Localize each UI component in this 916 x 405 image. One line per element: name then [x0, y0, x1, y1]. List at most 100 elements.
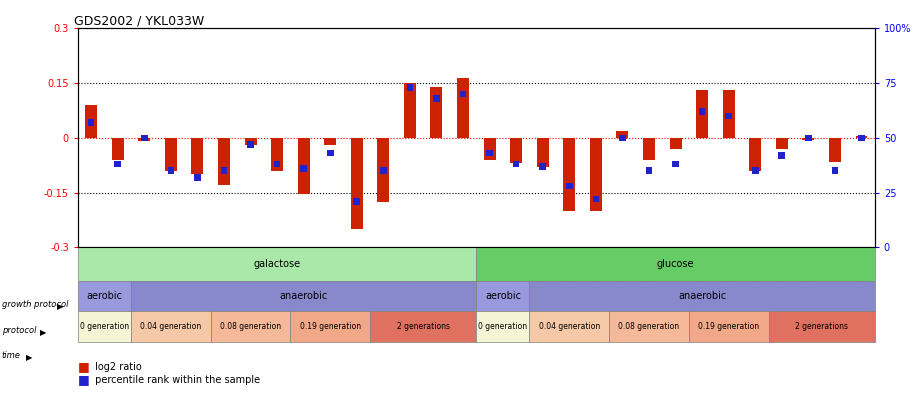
Bar	[433, 95, 440, 102]
Text: anaerobic: anaerobic	[678, 291, 726, 301]
Text: aerobic: aerobic	[86, 291, 123, 301]
Bar	[616, 130, 628, 138]
Bar	[776, 138, 788, 149]
Bar	[194, 174, 201, 181]
Bar	[566, 183, 572, 189]
Bar	[370, 311, 476, 342]
Bar	[274, 161, 280, 167]
Bar	[211, 311, 290, 342]
Text: 0.04 generation: 0.04 generation	[539, 322, 600, 331]
Bar	[832, 167, 838, 174]
Text: log2 ratio: log2 ratio	[92, 362, 141, 371]
Bar	[298, 138, 310, 194]
Bar	[689, 311, 769, 342]
Bar	[609, 311, 689, 342]
Bar	[725, 113, 732, 119]
Text: galactose: galactose	[254, 259, 300, 269]
Text: glucose: glucose	[657, 259, 694, 269]
Bar	[696, 90, 708, 138]
Bar	[619, 134, 626, 141]
Bar	[377, 138, 389, 202]
Text: 0 generation: 0 generation	[478, 322, 528, 331]
Text: time: time	[2, 351, 21, 360]
Bar	[245, 138, 256, 145]
Text: 2 generations: 2 generations	[795, 322, 848, 331]
Bar	[529, 311, 609, 342]
Text: ■: ■	[78, 360, 90, 373]
Bar	[165, 138, 177, 171]
Text: anaerobic: anaerobic	[279, 291, 328, 301]
Bar	[646, 167, 652, 174]
Bar	[354, 198, 360, 205]
Bar	[779, 152, 785, 159]
Bar	[563, 138, 575, 211]
Bar	[327, 150, 333, 156]
Bar	[752, 167, 758, 174]
Bar	[802, 138, 814, 140]
Bar	[131, 281, 476, 311]
Text: 0 generation: 0 generation	[80, 322, 129, 331]
Bar	[407, 84, 413, 91]
Bar	[138, 138, 150, 141]
Bar	[290, 311, 370, 342]
Bar	[699, 108, 705, 115]
Bar	[486, 150, 493, 156]
Bar	[300, 165, 307, 172]
Bar	[805, 134, 812, 141]
Bar	[457, 78, 469, 138]
Bar	[460, 91, 466, 97]
Text: ▶: ▶	[40, 328, 47, 337]
Bar	[131, 311, 211, 342]
Bar	[221, 167, 227, 174]
Bar	[78, 247, 476, 281]
Bar	[247, 141, 254, 148]
Bar	[590, 138, 602, 211]
Bar	[856, 136, 867, 138]
Text: protocol: protocol	[2, 326, 37, 335]
Text: GDS2002 / YKL033W: GDS2002 / YKL033W	[74, 14, 204, 27]
Text: aerobic: aerobic	[485, 291, 521, 301]
Text: 0.19 generation: 0.19 generation	[698, 322, 759, 331]
Text: percentile rank within the sample: percentile rank within the sample	[92, 375, 260, 385]
Bar	[271, 138, 283, 171]
Bar	[476, 247, 875, 281]
Bar	[88, 119, 94, 126]
Text: 0.08 generation: 0.08 generation	[220, 322, 281, 331]
Text: ▶: ▶	[26, 353, 32, 362]
Bar	[540, 163, 546, 170]
Bar	[749, 138, 761, 171]
Bar	[829, 138, 841, 162]
Bar	[218, 138, 230, 185]
Bar	[114, 161, 121, 167]
Bar	[85, 105, 97, 138]
Bar	[112, 138, 124, 160]
Bar	[324, 138, 336, 145]
Bar	[513, 161, 519, 167]
Bar	[484, 138, 496, 160]
Bar	[858, 134, 865, 141]
Text: 2 generations: 2 generations	[397, 322, 450, 331]
Bar	[404, 83, 416, 138]
Text: ■: ■	[78, 373, 90, 386]
Bar	[351, 138, 363, 229]
Bar	[723, 90, 735, 138]
Bar	[672, 161, 679, 167]
Text: 0.04 generation: 0.04 generation	[140, 322, 202, 331]
Bar	[510, 138, 522, 163]
Text: growth protocol: growth protocol	[2, 300, 69, 309]
Bar	[529, 281, 875, 311]
Text: 0.08 generation: 0.08 generation	[618, 322, 680, 331]
Bar	[380, 167, 387, 174]
Bar	[431, 87, 442, 138]
Bar	[141, 134, 147, 141]
Bar	[537, 138, 549, 167]
Bar	[78, 311, 131, 342]
Bar	[670, 138, 682, 149]
Bar	[168, 167, 174, 174]
Bar	[476, 281, 529, 311]
Text: ▶: ▶	[57, 303, 63, 311]
Bar	[769, 311, 875, 342]
Text: 0.19 generation: 0.19 generation	[300, 322, 361, 331]
Bar	[191, 138, 203, 174]
Bar	[593, 196, 599, 202]
